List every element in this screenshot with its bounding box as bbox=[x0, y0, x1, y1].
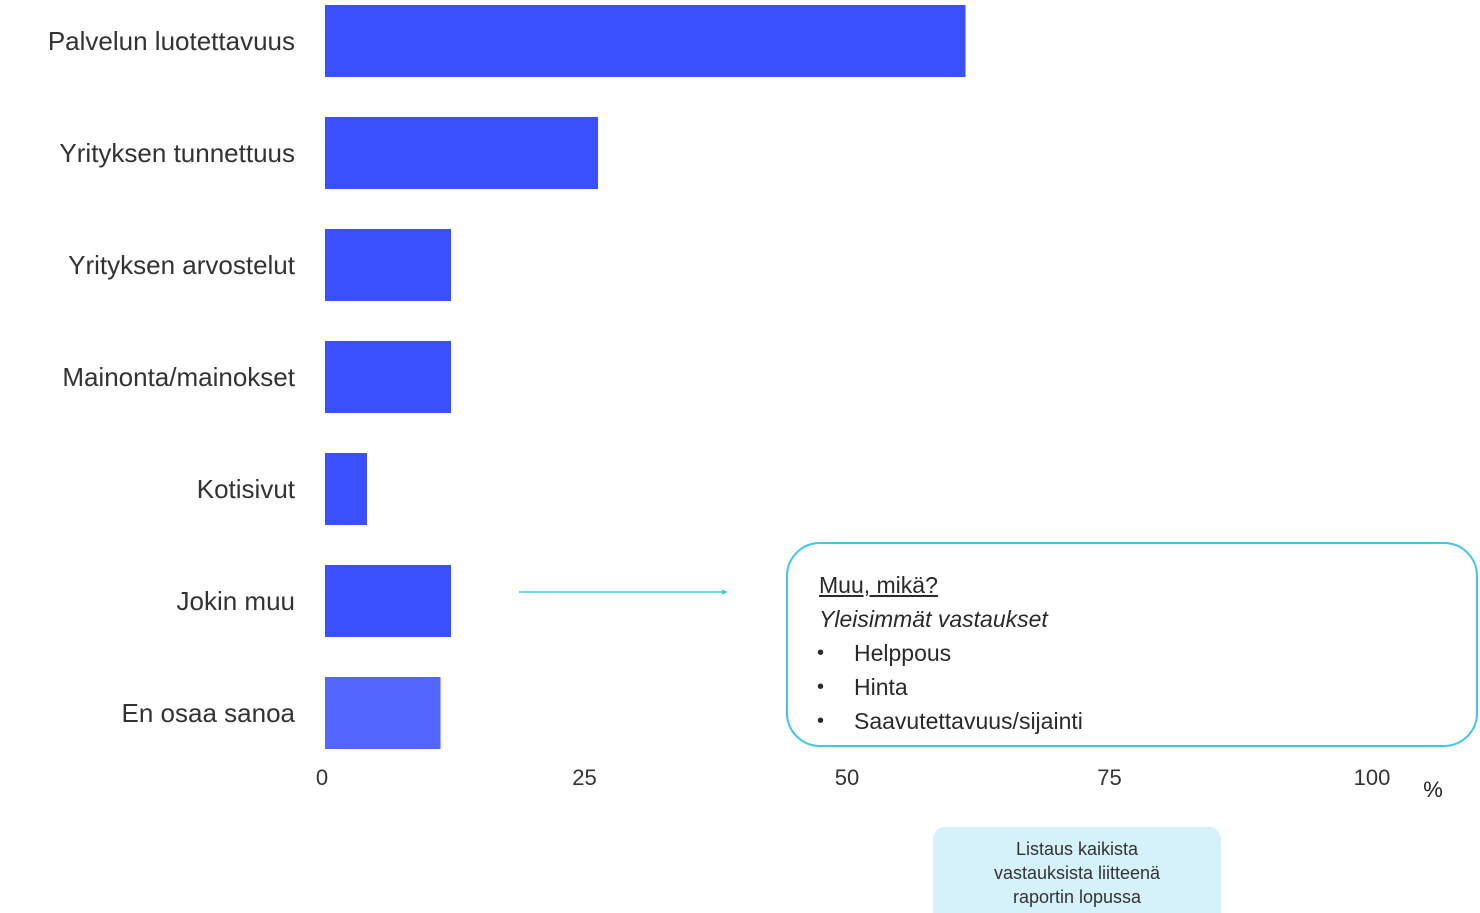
callout-list: • Helppous • Hinta • Saavutettavuus/sijaint… bbox=[817, 636, 1476, 738]
x-tick-label: 75 bbox=[1097, 765, 1121, 790]
list-item: • Hinta bbox=[817, 670, 1476, 704]
note-line: Listaus kaikista bbox=[1015, 839, 1139, 859]
bars-group bbox=[325, 5, 966, 749]
callout-arrow bbox=[519, 589, 728, 595]
bar bbox=[325, 117, 598, 189]
callout-item-label: Saavutettavuus/sijainti bbox=[854, 708, 1083, 734]
bar bbox=[325, 565, 451, 637]
x-tick-label: 25 bbox=[572, 765, 596, 790]
note-line: raportin lopussa bbox=[1012, 887, 1142, 907]
category-label: Kotisivut bbox=[197, 474, 296, 504]
callout-title: Muu, mikä? bbox=[819, 572, 938, 598]
bullet-icon: • bbox=[817, 676, 825, 698]
category-label: Palvelun luotettavuus bbox=[48, 26, 295, 56]
category-labels: Palvelun luotettavuus Yrityksen tunnettuu… bbox=[48, 26, 296, 728]
category-label: Yrityksen tunnettuus bbox=[59, 138, 295, 168]
category-label: Jokin muu bbox=[177, 586, 296, 616]
category-label: En osaa sanoa bbox=[122, 698, 296, 728]
bar bbox=[325, 677, 441, 749]
bar bbox=[325, 341, 451, 413]
bar bbox=[325, 229, 451, 301]
note-line: vastauksista liitteenä bbox=[993, 863, 1161, 883]
x-axis-ticks: 0 25 50 75 100 bbox=[316, 765, 1390, 790]
x-tick-label: 50 bbox=[835, 765, 859, 790]
other-answers-callout: Muu, mikä? Yleisimmät vastaukset • Helppo… bbox=[786, 542, 1478, 747]
callout-item-label: Hinta bbox=[854, 674, 908, 700]
bullet-icon: • bbox=[817, 710, 825, 732]
callout-item-label: Helppous bbox=[854, 640, 952, 666]
bullet-icon: • bbox=[817, 642, 825, 664]
x-tick-label: 100 bbox=[1354, 765, 1391, 790]
list-item: • Saavutettavuus/sijainti bbox=[817, 704, 1476, 738]
bar bbox=[325, 5, 966, 77]
list-item: • Helppous bbox=[817, 636, 1476, 670]
x-tick-label: 0 bbox=[316, 765, 328, 790]
appendix-note: Listaus kaikista vastauksista liitteenä … bbox=[933, 827, 1221, 913]
category-label: Mainonta/mainokset bbox=[62, 362, 295, 392]
category-label: Yrityksen arvostelut bbox=[68, 250, 296, 280]
bar bbox=[325, 453, 367, 525]
x-axis-unit-label: % bbox=[1423, 777, 1443, 802]
callout-subtitle: Yleisimmät vastaukset bbox=[819, 606, 1048, 632]
